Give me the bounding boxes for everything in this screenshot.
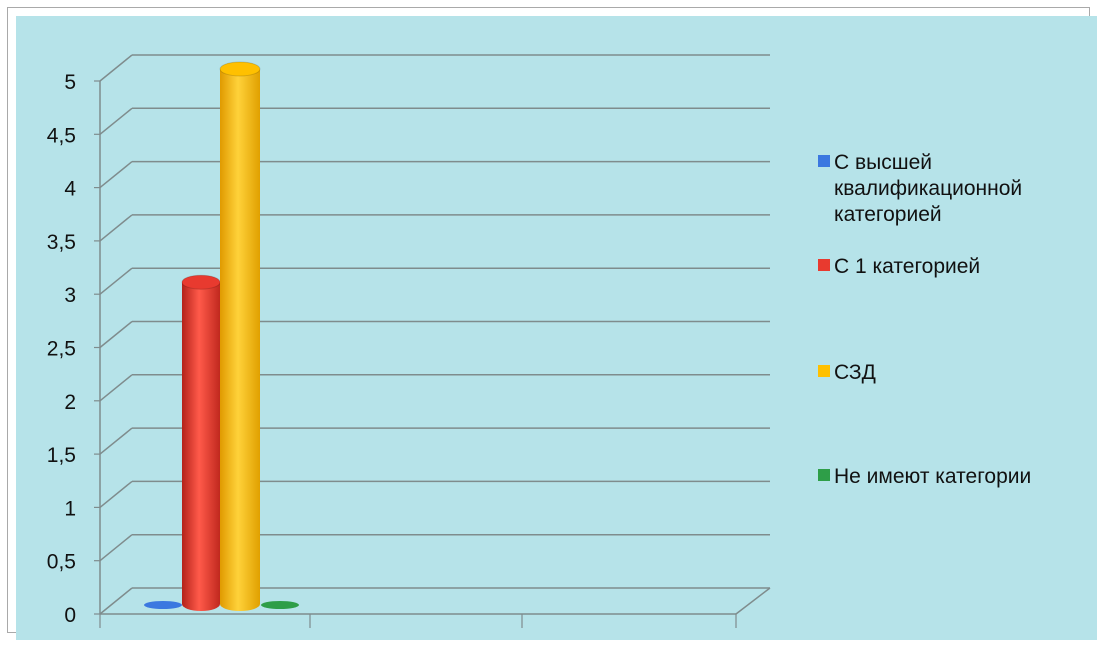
y-tick-label: 0,5 <box>47 551 76 574</box>
bar-zero-disc <box>144 601 182 609</box>
grid-side-line <box>99 161 133 189</box>
grid-side-line <box>99 480 133 508</box>
legend-item: СЗД <box>818 361 876 384</box>
y-axis: 0 0,5 1 1,5 2 2,5 3 3,5 4 4,5 5 <box>47 71 771 628</box>
y-tick-label: 4,5 <box>47 124 76 147</box>
legend: С высшей квалификационной категорией С 1 ка… <box>818 151 1031 488</box>
bar-zero-disc <box>261 601 299 609</box>
y-tick-label: 5 <box>64 71 76 94</box>
y-tick-label: 0 <box>64 604 76 627</box>
bar-top <box>219 61 261 77</box>
bars <box>144 61 299 611</box>
plot-background <box>16 16 1097 640</box>
y-tick-label: 4 <box>64 178 76 201</box>
legend-label: Не имеют категории <box>834 465 1031 488</box>
grid-side-line <box>99 267 133 295</box>
y-tick-label: 1,5 <box>47 444 76 467</box>
bar-2 <box>181 274 221 611</box>
legend-label: С высшей <box>834 151 932 174</box>
legend-swatch <box>818 469 830 481</box>
grid-side-line <box>99 107 133 135</box>
bar-4 <box>261 601 299 609</box>
legend-item: Не имеют категории <box>818 465 1031 488</box>
legend-label: квалификационной <box>834 177 1022 200</box>
legend-item: С 1 категорией <box>818 255 980 278</box>
grid-side-line <box>99 587 133 615</box>
chart-frame: 0 0,5 1 1,5 2 2,5 3 3,5 4 4,5 5 С высшей квалификац… <box>7 7 1097 640</box>
grid-side-line <box>99 214 133 242</box>
legend-swatch <box>818 365 830 377</box>
grid-side-line <box>99 374 133 402</box>
y-tick-label: 3,5 <box>47 231 76 254</box>
bar-body <box>220 69 260 611</box>
legend-item: С высшей квалификационной категорией <box>818 151 1022 226</box>
legend-label: С 1 категорией <box>834 255 980 278</box>
legend-swatch <box>818 155 830 167</box>
bar-3 <box>219 61 261 611</box>
legend-swatch <box>818 259 830 271</box>
legend-label: категорией <box>834 203 942 226</box>
grid-side-line <box>99 534 133 562</box>
y-tick-label: 1 <box>64 497 76 520</box>
bar-top <box>181 274 221 290</box>
grid-side-line <box>99 320 133 349</box>
grid-side-line <box>99 54 133 82</box>
legend-label: СЗД <box>834 361 876 384</box>
y-tick-label: 3 <box>64 284 76 307</box>
y-tick-label: 2,5 <box>47 338 76 361</box>
floor-right-edge <box>735 587 771 615</box>
bar-1 <box>144 601 182 609</box>
chart-area: 0 0,5 1 1,5 2 2,5 3 3,5 4 4,5 5 С высшей квалификац… <box>16 16 1097 640</box>
y-tick-label: 2 <box>64 391 76 414</box>
grid-side-line <box>99 427 133 455</box>
bar-body <box>182 282 220 611</box>
